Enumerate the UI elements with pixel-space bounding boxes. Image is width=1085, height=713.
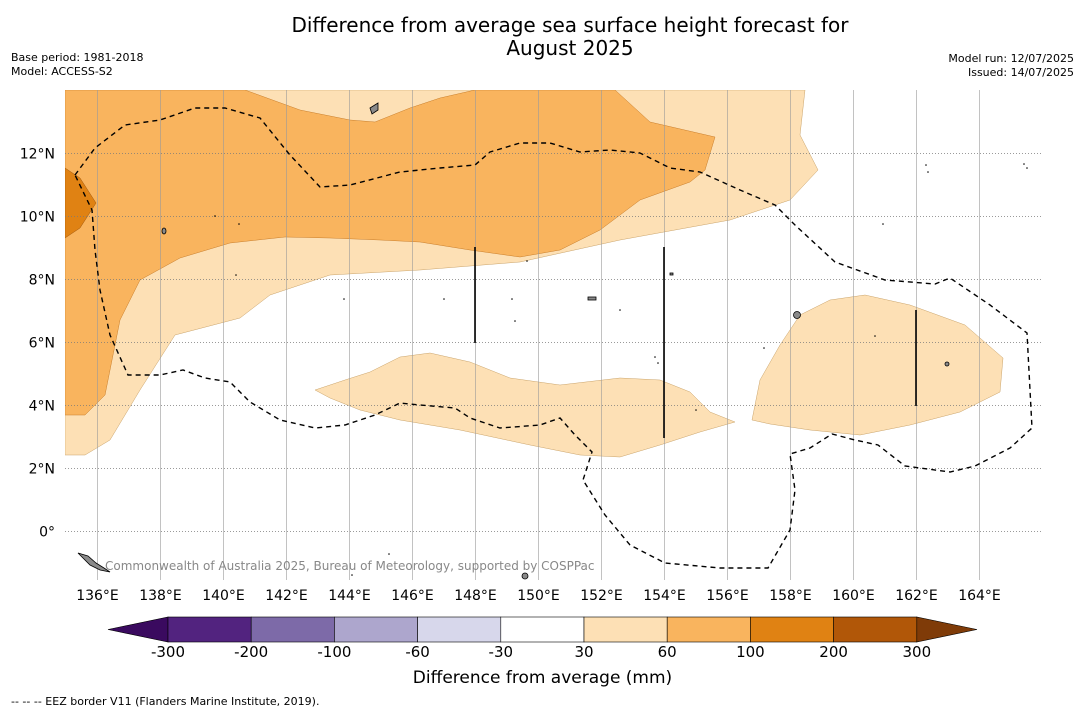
- colorbar-extend-high: [916, 616, 978, 643]
- lat-tick-label: 8°N: [29, 273, 55, 289]
- colorbar-tick-label: -30: [488, 643, 514, 661]
- colorbar-tick-label: 60: [657, 643, 677, 661]
- meta-left: Base period: 1981-2018 Model: ACCESS-S2: [11, 51, 143, 79]
- lat-tick-labels: 12°N 10°N 8°N 6°N 4°N 2°N 0°: [20, 147, 55, 541]
- colorbar-swatch: [666, 616, 751, 643]
- lon-tick-label: 148°E: [454, 588, 497, 604]
- anomaly-100-200-region: [65, 167, 97, 239]
- colorbar-title: Difference from average (mm): [412, 668, 673, 688]
- colorbar-tick-label: -300: [150, 643, 186, 661]
- lat-tick-label: 6°N: [29, 336, 55, 352]
- base-period: Base period: 1981-2018: [11, 51, 144, 64]
- lon-tick-label: 144°E: [328, 588, 371, 604]
- title-line-1: Difference from average sea surface heig…: [291, 13, 849, 37]
- colorbar-swatch: [833, 616, 918, 643]
- colorbar-swatch: [250, 616, 335, 643]
- colorbar-tick-label: 300: [902, 643, 932, 661]
- lon-tick-labels: 136°E 138°E 140°E 142°E 144°E 146°E 148°E 150°E…: [76, 588, 1001, 604]
- lat-tick-label: 2°N: [29, 462, 55, 478]
- atoll-dots: [214, 163, 1028, 576]
- meta-right: Model run: 12/07/2025 Issued: 14/07/2025: [948, 52, 1074, 80]
- lon-tick-label: 160°E: [832, 588, 875, 604]
- colorbar-swatch: [583, 616, 668, 643]
- lon-tick-label: 154°E: [643, 588, 686, 604]
- colorbar-tick-label: -200: [234, 643, 269, 661]
- map-panel: [65, 90, 1042, 580]
- eez-footnote: -- -- -- EEZ border V11 (Flanders Marine…: [11, 695, 320, 708]
- colorbar-tick-label: 200: [819, 643, 848, 661]
- map-title: Difference from average sea surface heig…: [270, 14, 870, 60]
- lat-tick-label: 0°: [39, 525, 55, 541]
- colorbar-swatch: [334, 616, 418, 643]
- colorbar-swatch: [500, 616, 585, 643]
- lon-tick-label: 164°E: [958, 588, 1001, 604]
- lon-tick-label: 158°E: [769, 588, 812, 604]
- lon-tick-label: 142°E: [265, 588, 308, 604]
- lon-tick-label: 156°E: [706, 588, 749, 604]
- issued-date: Issued: 14/07/2025: [967, 66, 1074, 79]
- colorbar-swatch: [417, 616, 502, 643]
- lat-tick-label: 4°N: [29, 399, 55, 415]
- colorbar-tick-label: -60: [405, 643, 430, 661]
- anomaly-30-60-region: [314, 352, 736, 458]
- title-line-2: August 2025: [506, 36, 634, 60]
- anomaly-60-100-region: [65, 90, 716, 416]
- model-run: Model run: 12/07/2025: [948, 52, 1074, 65]
- islands: [77, 102, 950, 580]
- colorbar-swatch: [167, 616, 252, 643]
- anomaly-30-60-region: [751, 294, 1004, 436]
- colorbar: [107, 616, 978, 643]
- colorbar-tick-label: -100: [317, 643, 352, 661]
- lon-tick-label: 162°E: [895, 588, 938, 604]
- colorbar-swatch: [750, 616, 834, 643]
- lat-gridlines: [65, 153, 1042, 532]
- colorbar-extend-low: [107, 616, 169, 643]
- lon-tick-label: 146°E: [391, 588, 434, 604]
- lon-tick-label: 138°E: [139, 588, 182, 604]
- lat-tick-label: 12°N: [20, 147, 55, 163]
- colorbar-tick-label: 30: [574, 643, 594, 661]
- eez-border-lines: [74, 107, 1033, 569]
- copyright-text: Commonwealth of Australia 2025, Bureau o…: [105, 559, 595, 573]
- lon-tick-label: 136°E: [76, 588, 119, 604]
- colorbar-tick-label: 100: [736, 643, 765, 661]
- lon-tick-label: 150°E: [517, 588, 560, 604]
- model-name: Model: ACCESS-S2: [11, 65, 113, 78]
- marker-lines: [474, 247, 917, 438]
- lat-tick-label: 10°N: [20, 210, 55, 226]
- lon-tick-label: 140°E: [202, 588, 245, 604]
- lon-tick-label: 152°E: [580, 588, 623, 604]
